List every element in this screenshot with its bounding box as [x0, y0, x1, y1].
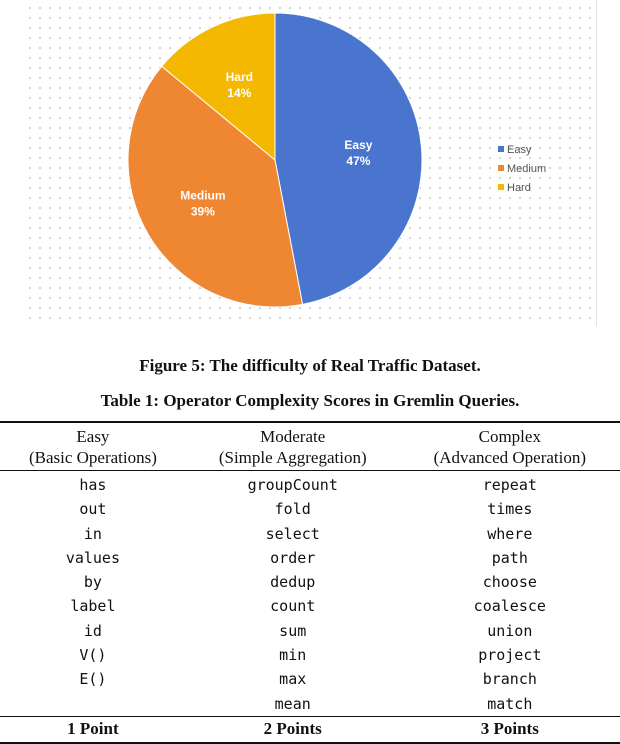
table-cell: times	[487, 500, 533, 519]
table-cell: values	[65, 548, 120, 567]
pie-chart-svg: Easy 47% Medium 39% Hard 14% Easy Medium Hard	[127, 12, 546, 308]
table-cell: mean	[274, 694, 311, 713]
legend-label-easy: Easy	[507, 144, 532, 156]
table-cell: where	[487, 524, 533, 543]
table-row: in select where	[0, 522, 620, 546]
table-cell: V()	[79, 646, 107, 665]
table-cell: repeat	[482, 476, 537, 494]
header-complex-title: Complex	[478, 427, 541, 446]
table-cell: sum	[279, 621, 307, 640]
table-cell: order	[270, 548, 316, 567]
table-header-row: Easy (Basic Operations) Moderate (Simple A…	[0, 422, 620, 471]
slice-value-label: 14%	[227, 86, 251, 100]
slice-value-label: 39%	[191, 205, 215, 219]
table-cell: select	[265, 524, 320, 543]
table-cell: union	[487, 621, 533, 640]
table-cell: max	[279, 670, 307, 689]
table-row: label count coalesce	[0, 594, 620, 618]
pie-slice-medium	[127, 65, 304, 308]
table-row: mean match	[0, 692, 620, 717]
legend-swatch-medium	[498, 165, 504, 171]
table-footer-row: 1 Point 2 Points 3 Points	[0, 716, 620, 743]
legend-swatch-easy	[498, 146, 504, 152]
table-row: by dedup choose	[0, 570, 620, 594]
header-moderate: Moderate (Simple Aggregation)	[186, 422, 400, 471]
header-moderate-subtitle: (Simple Aggregation)	[218, 448, 367, 467]
slice-category-label: Hard	[226, 70, 253, 84]
table-row: id sum union	[0, 619, 620, 643]
header-easy: Easy (Basic Operations)	[0, 422, 186, 471]
header-moderate-title: Moderate	[260, 427, 326, 446]
table-cell: min	[279, 646, 307, 665]
points-complex: 3 Points	[480, 718, 539, 738]
pie-slice-hard	[161, 12, 276, 162]
table-cell: path	[491, 548, 528, 567]
legend-label-medium: Medium	[507, 163, 546, 175]
slice-category-label: Medium	[180, 189, 225, 203]
table-cell: branch	[482, 670, 537, 689]
table-row: V() min project	[0, 643, 620, 667]
table-cell: id	[83, 621, 102, 640]
table-cell: has	[79, 476, 107, 494]
table-row: E() max branch	[0, 667, 620, 691]
table-cell: by	[83, 573, 102, 592]
legend-label-hard: Hard	[507, 182, 531, 194]
figure-caption: Figure 5: The difficulty of Real Traffic…	[139, 356, 481, 375]
header-complex-subtitle: (Advanced Operation)	[433, 448, 587, 467]
table-cell: choose	[482, 573, 537, 592]
operator-complexity-table: Easy (Basic Operations) Moderate (Simple A…	[0, 421, 620, 744]
header-easy-subtitle: (Basic Operations)	[28, 448, 157, 467]
table-cell	[0, 692, 186, 717]
header-easy-title: Easy	[76, 427, 110, 446]
header-complex: Complex (Advanced Operation)	[400, 422, 620, 471]
table-cell: E()	[79, 670, 107, 689]
pie-chart: Easy 47% Medium 39% Hard 14% Easy Medium Hard	[22, 0, 597, 326]
table-cell: match	[487, 694, 533, 713]
legend-swatch-hard	[498, 184, 504, 190]
table-cell: dedup	[270, 573, 316, 592]
table-row: out fold times	[0, 497, 620, 521]
table-row: values order path	[0, 546, 620, 570]
slice-category-label: Easy	[344, 138, 372, 152]
table-cell: label	[70, 597, 116, 616]
table-caption: Table 1: Operator Complexity Scores in G…	[100, 391, 520, 410]
points-moderate: 2 Points	[263, 718, 322, 738]
points-easy: 1 Point	[67, 718, 119, 738]
table-cell: in	[83, 524, 102, 543]
slice-value-label: 47%	[346, 154, 370, 168]
table-cell: groupCount	[247, 476, 338, 494]
pie-slice-easy	[274, 12, 423, 305]
table-cell: count	[270, 597, 316, 616]
table-cell: out	[79, 500, 107, 519]
table-cell: coalesce	[473, 597, 546, 616]
table-cell: fold	[274, 500, 311, 519]
table-row: has groupCount repeat	[0, 471, 620, 498]
table-cell: project	[478, 646, 542, 665]
